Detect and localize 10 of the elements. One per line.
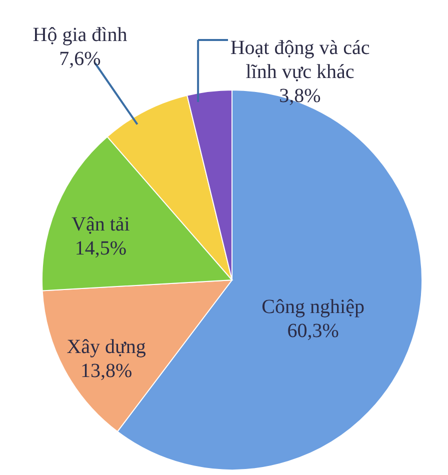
data-label: 13,8% <box>80 360 132 382</box>
data-label: 14,5% <box>74 238 127 260</box>
data-label: 7,6% <box>59 48 101 70</box>
slice-label: Vận tải <box>72 214 130 236</box>
slice-label: Công nghiệp <box>262 296 364 318</box>
slice-label: Hộ gia đình <box>32 24 128 46</box>
data-label: 60,3% <box>287 320 339 342</box>
slice-label: Hoạt động và các lĩnh vực khác <box>230 37 370 83</box>
slice-label: Xây dựng <box>66 336 146 358</box>
data-label: 3,8% <box>279 85 321 107</box>
